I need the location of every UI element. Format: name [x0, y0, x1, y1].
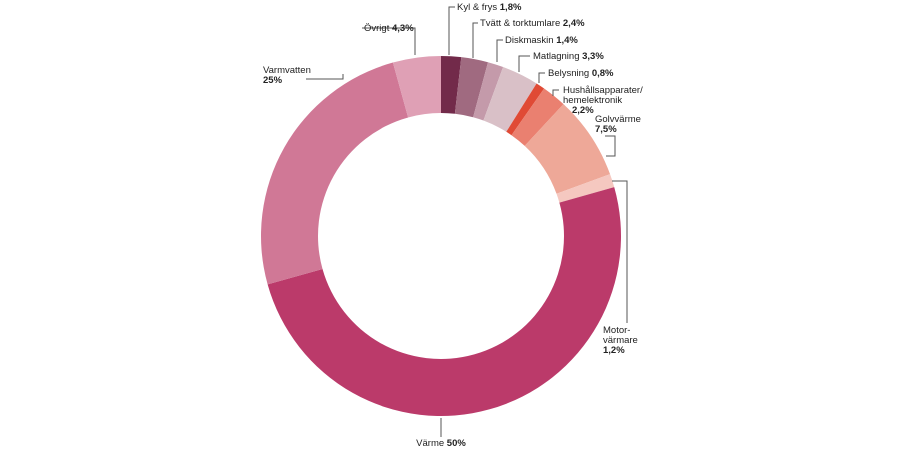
label-4: Belysning 0,8% [548, 68, 614, 79]
leader-line-2 [496, 39, 503, 62]
leader-line-5 [552, 89, 559, 96]
slice-6 [524, 104, 611, 194]
leader-line-6 [605, 135, 616, 157]
leader-line-1 [472, 22, 478, 58]
label-6: Golvvärme [595, 114, 641, 125]
label-2: Diskmaskin 1,4% [505, 35, 578, 46]
leader-line-0 [448, 6, 455, 55]
label-1: Tvätt & torktumlare 2,4% [480, 18, 585, 29]
value-label-6: 7,5% [595, 124, 617, 135]
slice-9 [261, 62, 409, 285]
slice-3 [483, 67, 537, 132]
label-7: Motor- [603, 325, 630, 336]
label-10: Övrigt 4,3% [364, 23, 414, 34]
slice-10 [392, 56, 441, 118]
leader-line-9 [306, 74, 344, 80]
label-3: Matlagning 3,3% [533, 51, 604, 62]
label-7: värmare [603, 335, 638, 346]
leader-line-4 [538, 72, 545, 83]
label-5: Hushållsapparater/ [563, 85, 643, 96]
slice-2 [473, 62, 504, 121]
slice-4 [506, 83, 545, 136]
label-0: Kyl & frys 1,8% [457, 2, 522, 13]
label-5: hemelektronik [563, 95, 622, 106]
slice-5 [511, 88, 564, 146]
slice-8 [267, 187, 621, 416]
value-label-7: 1,2% [603, 345, 625, 356]
leader-line-7 [612, 180, 628, 323]
slice-1 [454, 57, 488, 118]
slice-7 [556, 174, 615, 203]
value-label-9: 25% [263, 75, 283, 86]
label-8: Värme 50% [416, 438, 466, 449]
label-9: Varmvatten [263, 65, 311, 76]
leader-line-3 [518, 55, 530, 72]
slice-0 [441, 56, 462, 114]
leader-line-10 [362, 27, 416, 55]
value-label-5: 2,2% [572, 105, 594, 116]
